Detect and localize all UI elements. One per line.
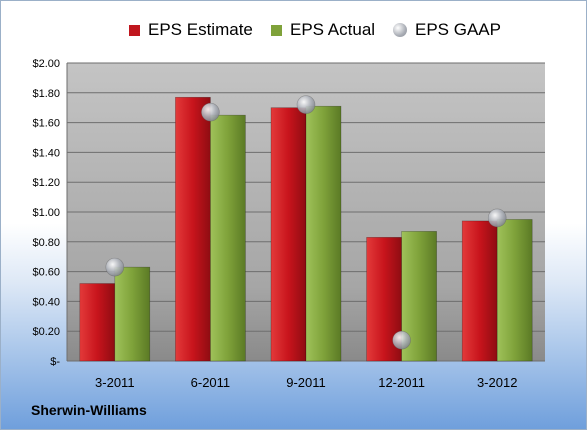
legend-item-estimate: EPS Estimate: [129, 15, 253, 45]
y-tick-label: $1.40: [32, 147, 60, 159]
x-tick-label: 6-2011: [191, 375, 231, 390]
estimate-bar: [175, 96, 211, 362]
company-name: Sherwin-Williams: [31, 402, 147, 418]
gaap-marker: [296, 95, 316, 115]
y-tick-label: $1.60: [32, 118, 60, 130]
y-tick-label: $1.20: [32, 177, 60, 189]
x-tick-label: 3-2012: [477, 375, 517, 390]
gaap-marker: [392, 330, 411, 350]
legend: EPS Estimate EPS Actual EPS GAAP: [1, 15, 586, 45]
x-tick-label: 12-2011: [378, 375, 425, 390]
y-tick-label: $1.80: [32, 88, 60, 100]
gaap-marker: [105, 257, 125, 277]
actual-bar: [496, 219, 533, 362]
gaap-marker: [487, 208, 507, 228]
y-tick-label: $2.00: [32, 58, 60, 70]
bars: [79, 96, 533, 362]
gaap-marker: [201, 102, 220, 122]
y-axis-ticks: $- $0.20 $0.40 $0.60 $0.80 $1.00 $1.20 $1.40 $1.…: [32, 58, 60, 368]
legend-swatch-actual: [271, 24, 282, 36]
x-tick-label: 3-2011: [95, 375, 135, 390]
x-tick-label: 9-2011: [286, 375, 326, 390]
estimate-bar: [461, 220, 498, 362]
actual-bar: [114, 266, 151, 362]
actual-bar: [210, 114, 246, 362]
legend-item-gaap: EPS GAAP: [393, 15, 501, 45]
legend-marker-gaap: [393, 23, 407, 37]
x-axis-ticks: 3-2011 6-2011 9-2011 12-2011 3-2012: [95, 375, 517, 390]
y-tick-label: $1.00: [32, 207, 60, 219]
estimate-bar: [270, 107, 307, 362]
y-tick-label: $-: [50, 356, 60, 368]
gaap-markers: [105, 95, 507, 350]
y-tick-label: $0.20: [32, 326, 60, 338]
y-tick-label: $0.60: [32, 267, 60, 279]
estimate-bar: [79, 283, 116, 362]
legend-label-actual: EPS Actual: [290, 20, 376, 39]
y-tick-label: $0.40: [32, 296, 60, 308]
legend-label-gaap: EPS GAAP: [415, 20, 501, 39]
legend-swatch-estimate: [129, 24, 140, 36]
y-tick-label: $0.80: [32, 237, 60, 249]
actual-bar: [305, 105, 342, 362]
legend-item-actual: EPS Actual: [271, 15, 375, 45]
legend-label-estimate: EPS Estimate: [148, 20, 253, 39]
